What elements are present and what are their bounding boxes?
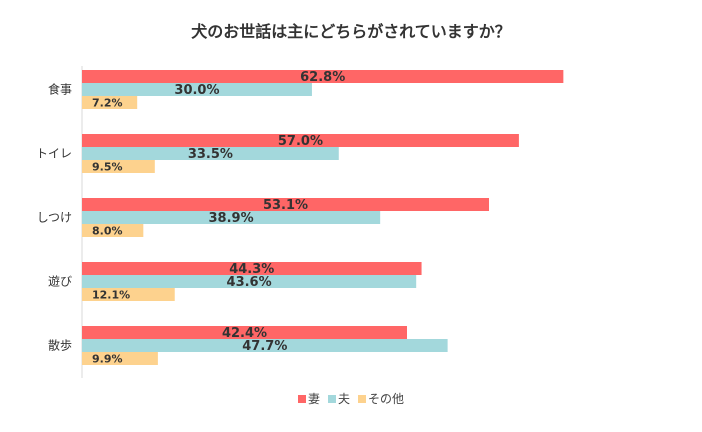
bar-1-4 — [82, 339, 448, 352]
category-label: 遊び — [48, 274, 72, 289]
bar-2-2 — [82, 224, 144, 237]
data-label: 57.0% — [278, 134, 323, 149]
legend-item: 妻 — [297, 390, 320, 407]
category-label: 食事 — [48, 82, 72, 97]
data-label: 12.1% — [92, 288, 130, 301]
data-label: 62.8% — [300, 70, 345, 85]
legend-label: その他 — [368, 392, 405, 406]
legend-item: その他 — [358, 390, 404, 407]
legend-swatch — [327, 395, 336, 403]
bar-0-0 — [82, 70, 564, 83]
bar-0-3 — [82, 262, 422, 275]
legend-swatch — [358, 395, 366, 403]
data-label: 7.2% — [92, 96, 123, 109]
chart-title: 犬のお世話は主にどちらがされていますか？ — [191, 22, 511, 41]
data-label: 38.9% — [209, 211, 254, 226]
bar-2-4 — [82, 352, 158, 365]
data-label: 8.0% — [92, 224, 123, 237]
bar-1-1 — [82, 147, 339, 160]
data-label: 30.0% — [174, 83, 219, 98]
data-label: 47.7% — [242, 339, 287, 354]
bar-2-3 — [82, 288, 175, 301]
category-label: 散歩 — [48, 338, 72, 353]
bar-1-3 — [82, 275, 417, 288]
legend-swatch — [297, 395, 306, 403]
bar-1-0 — [82, 83, 312, 96]
legend-label: 夫 — [337, 392, 350, 406]
legend-label: 妻 — [307, 392, 320, 406]
data-label: 43.6% — [227, 275, 272, 290]
category-label: トイレ — [36, 147, 72, 161]
bar-0-2 — [82, 198, 490, 211]
bar-2-0 — [82, 96, 138, 109]
category-label: しつけ — [37, 211, 72, 225]
bar-0-1 — [82, 134, 519, 147]
bar-0-4 — [82, 326, 407, 339]
chart-legend: 妻 夫 その他 — [0, 390, 702, 407]
data-label: 33.5% — [188, 147, 233, 162]
data-label: 53.1% — [263, 198, 308, 213]
data-label: 42.4% — [222, 326, 267, 341]
legend-item: 夫 — [327, 390, 350, 407]
bar-2-1 — [82, 160, 155, 173]
data-label: 9.5% — [92, 160, 123, 173]
data-label: 9.9% — [92, 352, 123, 365]
data-label: 44.3% — [229, 262, 274, 277]
bar-1-2 — [82, 211, 381, 224]
